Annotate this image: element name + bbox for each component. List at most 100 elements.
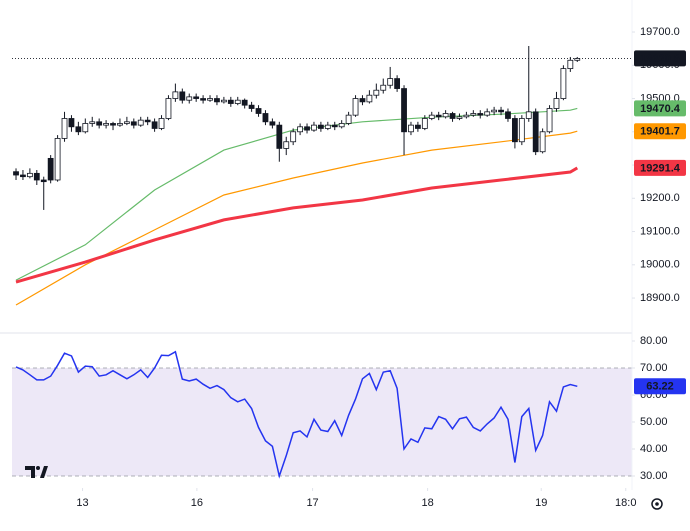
candle-body [214,98,220,103]
y-tick-label: 18900.0 [640,292,680,304]
candle-body [484,111,491,116]
candle-body [338,123,345,128]
candle-body [373,89,380,96]
candle-body [463,114,470,118]
candle-body [401,88,407,133]
candle-body [165,98,172,119]
candle-body [262,113,269,123]
settings-icon[interactable] [651,498,663,510]
candle-body [54,138,61,181]
candle-body [394,78,401,89]
candle-body [470,113,477,116]
candle-body [408,124,414,133]
candle-body [123,121,130,124]
price-badge [634,378,686,395]
y-tick-label: 30.00 [640,470,668,482]
candle-body [352,98,359,116]
candle-body [144,119,151,123]
candle-body [234,99,241,104]
candle-body [96,121,103,126]
price-badge-label: 19620.6 [640,53,680,65]
candle-body [456,116,463,119]
candle-body [518,118,525,143]
candle-body [33,172,40,181]
candle-body [477,113,484,116]
candle-body [345,114,352,124]
candle-body [151,121,158,129]
candle-body [491,109,498,113]
candle-body [61,118,68,139]
candle-body [13,171,19,176]
candle-body [387,78,394,86]
candle-body [89,121,96,124]
candle-body [172,91,179,99]
y-tick-label: 70.00 [640,362,668,374]
candle-body [359,98,366,103]
x-tick-label: 13 [76,497,88,509]
candle-body [117,123,123,126]
candle-body [255,108,262,114]
rsi-line [15,350,578,479]
candle-body [574,58,581,61]
candle-body [304,126,310,131]
price-badge-label: 19401.7 [640,126,680,138]
candle-body [532,111,539,153]
price-badge [634,100,686,117]
candle-body [324,124,331,129]
x-tick-label: 16 [191,497,203,509]
y-tick-label: 19700.0 [640,26,680,38]
y-tick-label: 19100.0 [640,225,680,237]
x-tick-label: 17 [306,497,318,509]
candle-body [137,119,144,126]
candle-body [186,96,193,101]
rsi-band-layer [12,367,632,477]
candle-body [297,126,304,133]
candle-body [110,123,116,126]
candle-body [248,104,255,109]
candle-body [241,99,248,106]
candle-body [200,98,206,101]
candle-body [40,179,47,183]
x-tick-label: 19 [535,497,547,509]
candle-body [498,109,504,113]
x-tick-label: 18 [421,497,433,509]
price-badge-label: 19470.4 [640,103,681,115]
candle-body [414,124,421,129]
candle-body [68,118,75,128]
rsi-band [12,368,632,476]
price-badge [634,123,686,140]
candle-body [26,172,33,178]
candle-body [20,174,26,178]
candle-body [207,98,213,101]
price-badge [634,159,686,176]
candle-body [567,59,574,70]
candle-body [220,99,227,103]
candle-body [103,123,109,126]
y-tick-label: 40.00 [640,443,668,455]
candle-body [553,98,560,109]
candle-body [525,111,532,119]
candle-body [179,91,186,101]
y-tick-label: 19000.0 [640,259,680,271]
candle-body [421,118,428,129]
price-badge-label: 63.22 [646,381,674,393]
candle-body [311,124,317,131]
price-badge [634,50,686,67]
candle-body [512,118,518,143]
y-tick-label: 80.00 [640,335,668,347]
candle-body [47,157,54,181]
candle-body [435,114,442,118]
candle-body [130,121,137,126]
candle-body [158,118,165,129]
x-tick-label: 18:0 [615,497,636,509]
candle-body [428,114,435,119]
price-badge-label: 19291.4 [640,162,681,174]
candle-body [380,84,387,91]
candle-body [227,99,234,104]
candle-body [442,113,449,118]
candle-body [331,124,338,128]
candle-body [449,113,456,119]
candle-body [546,108,553,133]
tv-logo [25,466,48,478]
y-tick-label: 19200.0 [640,192,680,204]
